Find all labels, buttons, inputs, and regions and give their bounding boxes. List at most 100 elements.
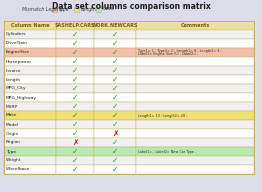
Text: ✓: ✓ — [112, 75, 118, 84]
Text: ✓: ✓ — [112, 93, 118, 102]
Text: Comments: Comments — [180, 23, 210, 28]
Text: Type: Type — [6, 150, 16, 153]
Text: ✗: ✗ — [72, 138, 78, 147]
Bar — [56, 147, 94, 156]
Text: ✓: ✓ — [112, 138, 118, 147]
Bar — [94, 111, 136, 120]
Text: ✓: ✓ — [112, 111, 118, 120]
Text: Label: Label — [102, 7, 115, 12]
Bar — [94, 102, 136, 111]
Bar — [136, 48, 254, 57]
Bar — [4, 111, 56, 120]
Bar — [56, 30, 94, 39]
Bar — [56, 102, 94, 111]
Bar — [56, 57, 94, 66]
Bar — [136, 165, 254, 174]
Bar — [56, 93, 94, 102]
Bar — [94, 21, 136, 30]
Bar — [4, 147, 56, 156]
Bar — [4, 21, 254, 174]
Text: Data set columns comparison matrix: Data set columns comparison matrix — [52, 2, 210, 11]
Bar — [94, 93, 136, 102]
Text: EngineSize: EngineSize — [6, 50, 30, 55]
Bar — [136, 66, 254, 75]
Bar — [94, 39, 136, 48]
Text: DriveTrain: DriveTrain — [6, 41, 28, 46]
Text: ✓: ✓ — [72, 30, 78, 39]
Text: Column Name: Column Name — [11, 23, 49, 28]
FancyBboxPatch shape — [52, 7, 57, 12]
Bar — [4, 120, 56, 129]
Text: MSRP: MSRP — [6, 104, 18, 108]
Text: ✓: ✓ — [112, 120, 118, 129]
Text: ✓: ✓ — [72, 75, 78, 84]
Bar — [56, 111, 94, 120]
Bar — [94, 48, 136, 57]
Bar — [94, 57, 136, 66]
Bar — [136, 84, 254, 93]
Text: Mismatch Legend:: Mismatch Legend: — [22, 7, 64, 12]
Bar — [4, 75, 56, 84]
FancyBboxPatch shape — [96, 7, 101, 12]
Bar — [136, 39, 254, 48]
Bar — [4, 93, 56, 102]
Text: Type: Type — [58, 7, 69, 12]
Bar — [94, 147, 136, 156]
Bar — [94, 75, 136, 84]
Bar — [136, 129, 254, 138]
Bar — [56, 120, 94, 129]
Bar — [56, 66, 94, 75]
Bar — [94, 165, 136, 174]
Bar — [4, 66, 56, 75]
Bar — [56, 21, 94, 30]
FancyBboxPatch shape — [74, 7, 79, 12]
Text: ✓: ✓ — [72, 120, 78, 129]
Bar — [136, 147, 254, 156]
Text: Model: Model — [6, 122, 19, 127]
Text: ✓: ✓ — [112, 30, 118, 39]
Bar — [4, 102, 56, 111]
Bar — [4, 48, 56, 57]
Bar — [136, 156, 254, 165]
Bar — [94, 66, 136, 75]
Bar — [94, 120, 136, 129]
Bar — [136, 120, 254, 129]
Bar — [4, 156, 56, 165]
Text: Horsepower: Horsepower — [6, 60, 32, 64]
Bar — [56, 39, 94, 48]
Text: Label1= Engine Size (L) ; Label2= ;: Label1= Engine Size (L) ; Label2= ; — [138, 52, 198, 56]
Text: WORK.NEWCARS: WORK.NEWCARS — [92, 23, 138, 28]
Text: ✓: ✓ — [112, 48, 118, 57]
Text: ✓: ✓ — [72, 93, 78, 102]
Text: Cylinders: Cylinders — [6, 32, 26, 36]
Bar — [4, 165, 56, 174]
Bar — [136, 102, 254, 111]
Bar — [94, 30, 136, 39]
Bar — [4, 39, 56, 48]
Text: ✗: ✗ — [112, 129, 118, 138]
Text: SASHELP.CARS: SASHELP.CARS — [55, 23, 95, 28]
Text: ✓: ✓ — [72, 165, 78, 174]
Text: Weight: Weight — [6, 159, 21, 162]
Bar — [56, 129, 94, 138]
Text: Length1= 13 ; Length2= 20 ;: Length1= 13 ; Length2= 20 ; — [138, 113, 187, 118]
Bar — [4, 84, 56, 93]
Text: ✓: ✓ — [72, 39, 78, 48]
Text: MPG_Highway: MPG_Highway — [6, 95, 37, 99]
Text: ✓: ✓ — [72, 84, 78, 93]
Text: ✓: ✓ — [72, 156, 78, 165]
Text: ✓: ✓ — [112, 84, 118, 93]
Text: ✓: ✓ — [72, 147, 78, 156]
Text: ✓: ✓ — [72, 111, 78, 120]
Bar — [136, 21, 254, 30]
Text: ✓: ✓ — [112, 156, 118, 165]
Bar — [136, 93, 254, 102]
Bar — [4, 21, 56, 30]
Bar — [56, 84, 94, 93]
Text: ✓: ✓ — [112, 165, 118, 174]
Bar — [136, 75, 254, 84]
Text: Type1= 1 ; Type2= 2 ; Length1= 8 ; Length2= 3 ;: Type1= 1 ; Type2= 2 ; Length1= 8 ; Lengt… — [138, 49, 222, 53]
Bar — [56, 165, 94, 174]
Bar — [4, 30, 56, 39]
Text: MPG_City: MPG_City — [6, 87, 27, 90]
